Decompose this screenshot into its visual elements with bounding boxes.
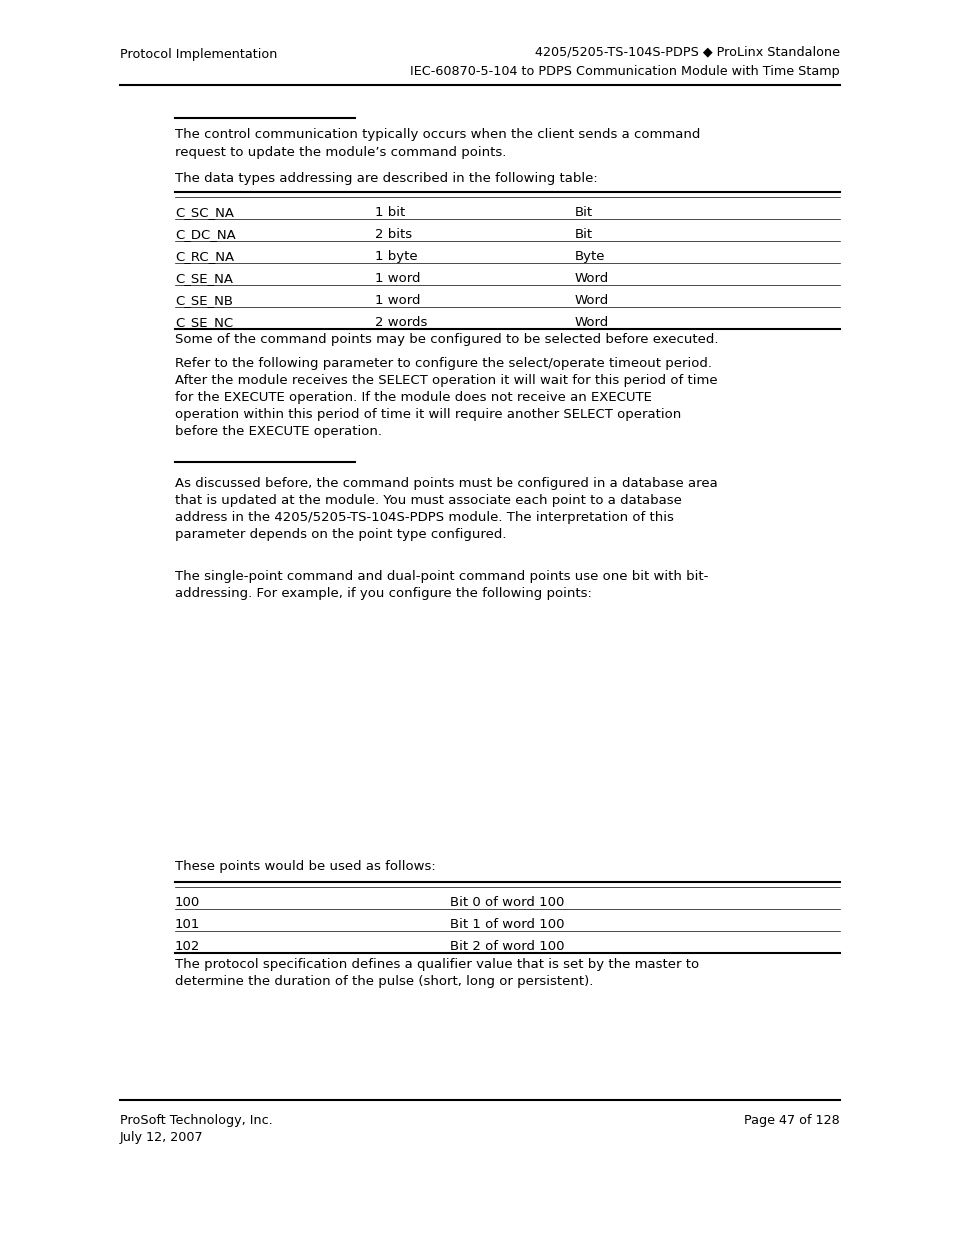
- Text: 2 words: 2 words: [375, 316, 427, 329]
- Text: 1 word: 1 word: [375, 272, 420, 285]
- Text: Protocol Implementation: Protocol Implementation: [120, 48, 277, 61]
- Text: C_SC_NA: C_SC_NA: [174, 206, 233, 219]
- Text: parameter depends on the point type configured.: parameter depends on the point type conf…: [174, 529, 506, 541]
- Text: ProSoft Technology, Inc.: ProSoft Technology, Inc.: [120, 1114, 273, 1128]
- Text: Word: Word: [575, 316, 609, 329]
- Text: request to update the module’s command points.: request to update the module’s command p…: [174, 146, 506, 159]
- Text: The single-point command and dual-point command points use one bit with bit-: The single-point command and dual-point …: [174, 571, 708, 583]
- Text: 1 byte: 1 byte: [375, 249, 417, 263]
- Text: 2 bits: 2 bits: [375, 228, 412, 241]
- Text: July 12, 2007: July 12, 2007: [120, 1131, 203, 1144]
- Text: 100: 100: [174, 897, 200, 909]
- Text: Word: Word: [575, 272, 609, 285]
- Text: As discussed before, the command points must be configured in a database area: As discussed before, the command points …: [174, 477, 717, 490]
- Text: C_DC_NA: C_DC_NA: [174, 228, 235, 241]
- Text: Word: Word: [575, 294, 609, 308]
- Text: 101: 101: [174, 918, 200, 931]
- Text: Page 47 of 128: Page 47 of 128: [743, 1114, 840, 1128]
- Text: The protocol specification defines a qualifier value that is set by the master t: The protocol specification defines a qua…: [174, 958, 699, 971]
- Text: C_SE_NC: C_SE_NC: [174, 316, 233, 329]
- Text: Bit 2 of word 100: Bit 2 of word 100: [450, 940, 564, 953]
- Text: The data types addressing are described in the following table:: The data types addressing are described …: [174, 172, 598, 185]
- Text: C_SE_NB: C_SE_NB: [174, 294, 233, 308]
- Text: After the module receives the SELECT operation it will wait for this period of t: After the module receives the SELECT ope…: [174, 374, 717, 387]
- Text: Bit: Bit: [575, 206, 593, 219]
- Text: for the EXECUTE operation. If the module does not receive an EXECUTE: for the EXECUTE operation. If the module…: [174, 391, 651, 404]
- Text: before the EXECUTE operation.: before the EXECUTE operation.: [174, 425, 381, 438]
- Text: C_RC_NA: C_RC_NA: [174, 249, 233, 263]
- Text: 1 bit: 1 bit: [375, 206, 405, 219]
- Text: Bit 1 of word 100: Bit 1 of word 100: [450, 918, 564, 931]
- Text: 1 word: 1 word: [375, 294, 420, 308]
- Text: The control communication typically occurs when the client sends a command: The control communication typically occu…: [174, 128, 700, 141]
- Text: 102: 102: [174, 940, 200, 953]
- Text: Refer to the following parameter to configure the select/operate timeout period.: Refer to the following parameter to conf…: [174, 357, 711, 370]
- Text: C_SE_NA: C_SE_NA: [174, 272, 233, 285]
- Text: 4205/5205-TS-104S-PDPS ◆ ProLinx Standalone: 4205/5205-TS-104S-PDPS ◆ ProLinx Standal…: [535, 44, 840, 58]
- Text: determine the duration of the pulse (short, long or persistent).: determine the duration of the pulse (sho…: [174, 974, 593, 988]
- Text: that is updated at the module. You must associate each point to a database: that is updated at the module. You must …: [174, 494, 681, 508]
- Text: addressing. For example, if you configure the following points:: addressing. For example, if you configur…: [174, 587, 591, 600]
- Text: Byte: Byte: [575, 249, 605, 263]
- Text: IEC-60870-5-104 to PDPS Communication Module with Time Stamp: IEC-60870-5-104 to PDPS Communication Mo…: [410, 65, 840, 78]
- Text: These points would be used as follows:: These points would be used as follows:: [174, 860, 436, 873]
- Text: operation within this period of time it will require another SELECT operation: operation within this period of time it …: [174, 408, 680, 421]
- Text: Some of the command points may be configured to be selected before executed.: Some of the command points may be config…: [174, 333, 718, 346]
- Text: Bit 0 of word 100: Bit 0 of word 100: [450, 897, 564, 909]
- Text: address in the 4205/5205-TS-104S-PDPS module. The interpretation of this: address in the 4205/5205-TS-104S-PDPS mo…: [174, 511, 673, 524]
- Text: Bit: Bit: [575, 228, 593, 241]
